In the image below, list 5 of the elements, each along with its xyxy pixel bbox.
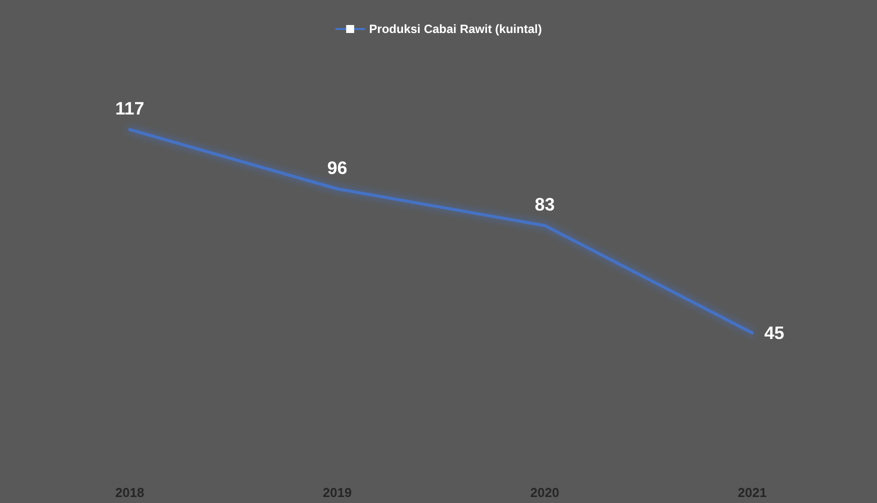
data-label: 45 bbox=[764, 322, 784, 343]
data-label: 96 bbox=[327, 158, 348, 178]
data-label: 83 bbox=[534, 194, 555, 215]
data-label: 117 bbox=[115, 98, 144, 119]
legend-label: Produksi Cabai Rawit (kuintal) bbox=[369, 22, 542, 36]
